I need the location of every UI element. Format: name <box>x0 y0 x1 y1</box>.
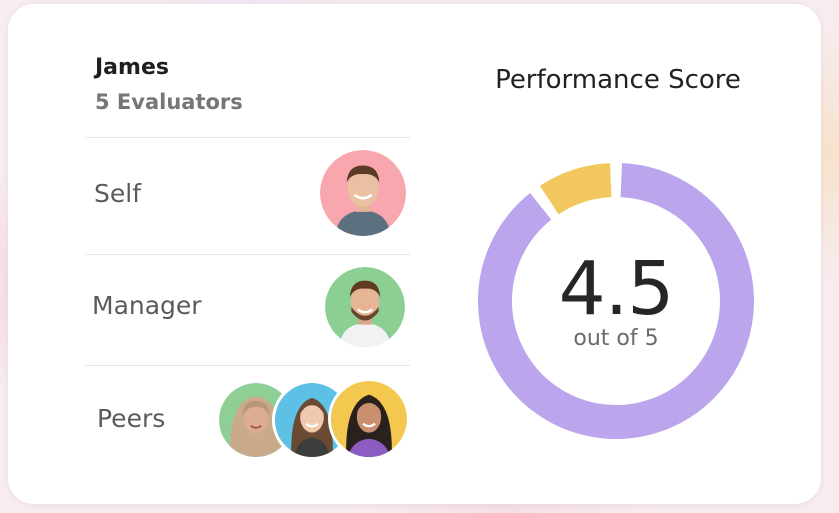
avatar-self <box>317 147 409 239</box>
person-photo-icon <box>320 150 406 236</box>
score-max-label: out of 5 <box>573 326 659 351</box>
row-label-manager: Manager <box>92 291 202 320</box>
person-photo-icon <box>325 267 405 347</box>
donut-score-segment <box>478 163 754 439</box>
evaluator-count: 5 Evaluators <box>95 90 243 114</box>
person-name: James <box>95 55 169 80</box>
performance-score-title: Performance Score <box>495 65 741 95</box>
person-photo-icon <box>219 383 293 457</box>
person-photo-icon <box>331 381 407 457</box>
row-label-peers: Peers <box>97 404 166 433</box>
row-label-self: Self <box>94 179 141 208</box>
avatar-manager <box>322 264 408 350</box>
score-donut-chart <box>478 163 754 439</box>
avatar-peer-3 <box>328 378 410 460</box>
row-divider <box>85 365 410 366</box>
donut-remainder-segment <box>539 163 612 215</box>
score-value: 4.5 <box>558 246 675 332</box>
row-divider <box>85 254 410 255</box>
row-divider <box>85 137 410 138</box>
